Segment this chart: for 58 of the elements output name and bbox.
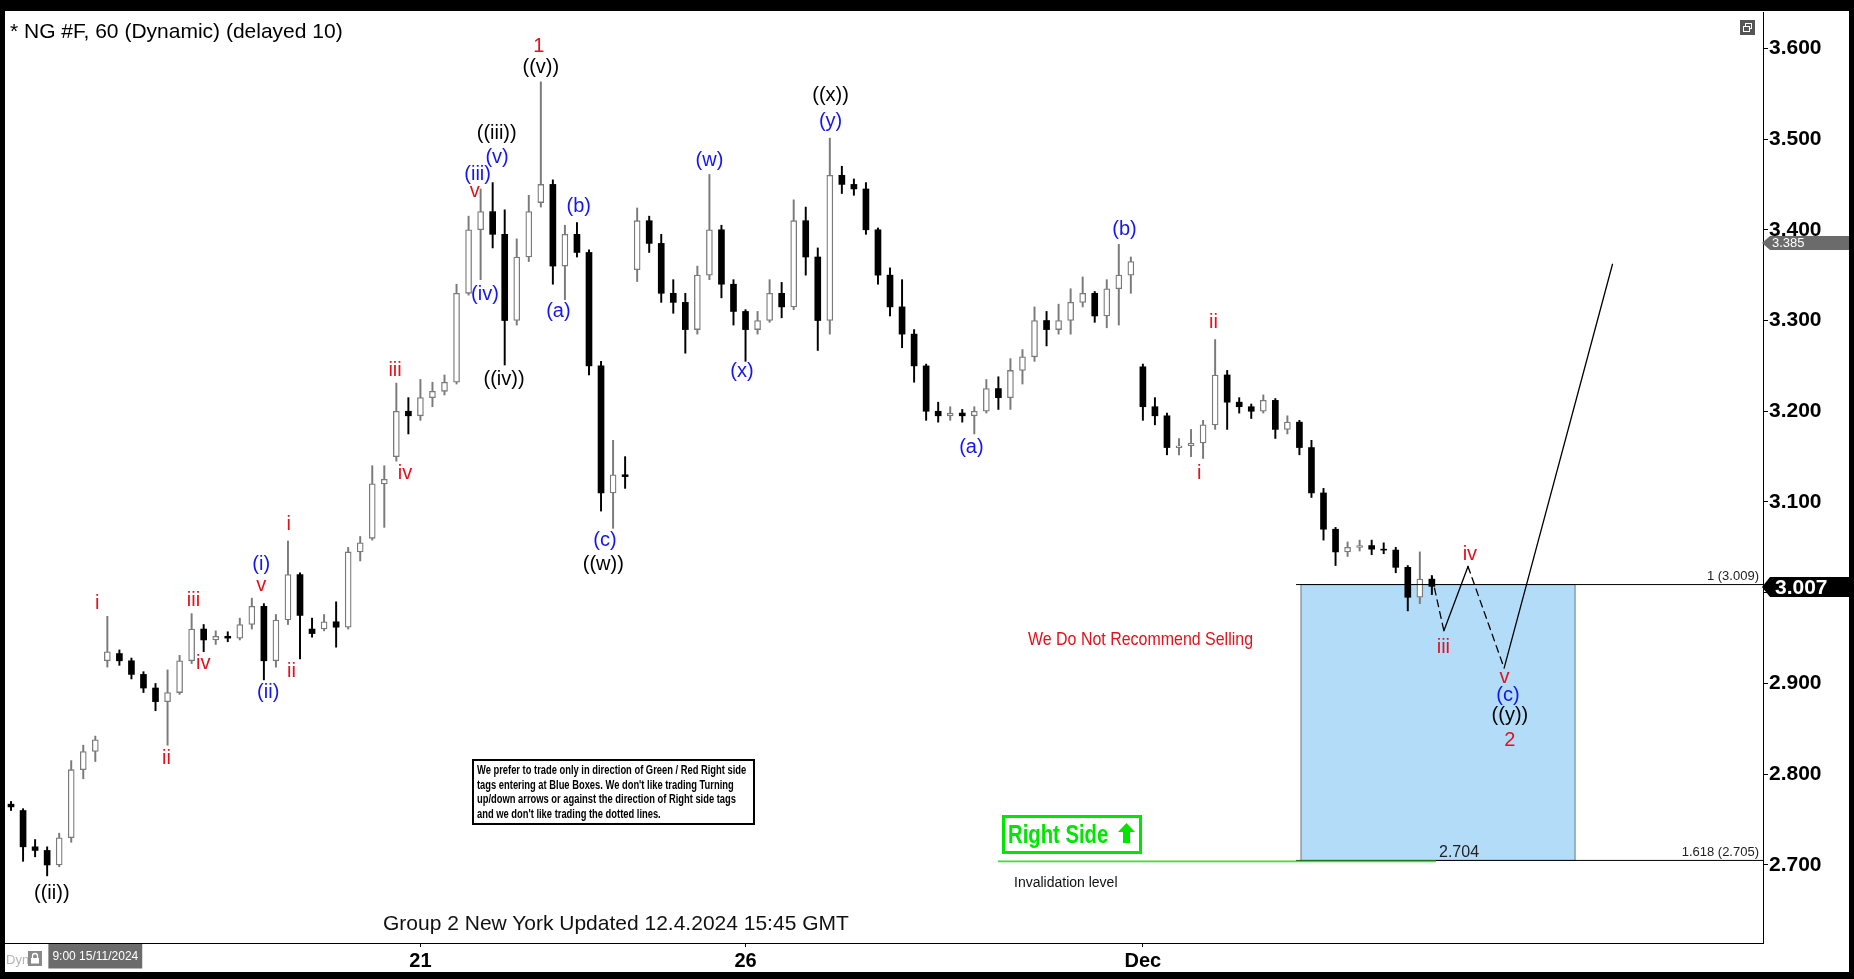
annotation: iii <box>1436 634 1451 657</box>
candlestick <box>1187 429 1195 457</box>
annotation: iv <box>196 651 211 674</box>
annotation: iv <box>1462 542 1478 565</box>
annotation: ((ii)) <box>34 880 70 903</box>
candlestick <box>621 456 629 489</box>
y-tick-label: 3.100 <box>1769 488 1822 512</box>
annotation: 2 <box>1504 727 1516 750</box>
y-tick-label: 2.900 <box>1769 670 1822 694</box>
annotation: (a) <box>546 298 571 321</box>
annotation: We Do Not Recommend Selling <box>1028 628 1254 650</box>
x-tick-label: 9:00 15/11/2024 <box>52 948 139 963</box>
y-tick-label: 3.300 <box>1769 307 1822 331</box>
annotation: (iv) <box>471 281 499 304</box>
annotation: i <box>286 512 291 535</box>
annotation: (y) <box>818 108 843 131</box>
ref-line-label: 2.704 <box>1438 842 1480 860</box>
annotation: (w) <box>695 147 724 170</box>
annotation: ((v)) <box>522 54 560 77</box>
annotation: ((w)) <box>582 552 624 575</box>
annotation: Invalidation level <box>1014 874 1118 890</box>
annotation: (b) <box>566 193 592 216</box>
annotation: iii <box>186 587 201 610</box>
annotation: ((iv)) <box>483 367 525 390</box>
ref-line-label: 1 (3.009) <box>1706 567 1759 583</box>
y-tick-label: 3.200 <box>1769 398 1822 422</box>
annotation: ((x)) <box>812 82 849 105</box>
annotation: Right Side <box>1008 819 1109 850</box>
annotation: (v) <box>485 144 509 167</box>
x-tick-label: Dec <box>1124 948 1162 971</box>
annotation: iii <box>388 358 402 381</box>
annotation: (a) <box>959 435 984 458</box>
y-tick-label: 3.500 <box>1769 125 1822 149</box>
annotation: (c) <box>593 527 617 550</box>
annotation: 1 <box>533 34 545 57</box>
candlestick <box>380 465 388 528</box>
annotation: i <box>1196 461 1202 484</box>
text: Dyn <box>6 952 30 967</box>
price-tag: 3.385 <box>1762 236 1849 251</box>
annotation: (x) <box>730 358 754 381</box>
ref-line-label: 1.618 (2.705) <box>1681 843 1759 859</box>
y-tick-label: 2.700 <box>1769 851 1822 875</box>
x-tick-label: 21 <box>409 948 432 971</box>
y-tick-label: 3.600 <box>1769 35 1822 59</box>
chart-title: * NG #F, 60 (Dynamic) (delayed 10) <box>10 19 343 43</box>
annotation: (ii) <box>257 679 280 702</box>
annotation: iv <box>397 460 413 483</box>
annotation: ii <box>1209 309 1218 332</box>
annotation: ((iii)) <box>476 121 517 144</box>
annotation: (i) <box>252 552 271 575</box>
annotation: ii <box>286 659 296 682</box>
annotation: ii <box>162 746 171 769</box>
x-tick-label: 26 <box>734 948 757 971</box>
annotation: (c) <box>1496 683 1520 706</box>
annotation: (b) <box>1112 216 1137 239</box>
y-tick-label: 2.800 <box>1769 761 1822 785</box>
annotation: i <box>94 590 100 613</box>
annotation: Group 2 New York Updated 12.4.2024 15:45 GMT <box>383 911 849 935</box>
